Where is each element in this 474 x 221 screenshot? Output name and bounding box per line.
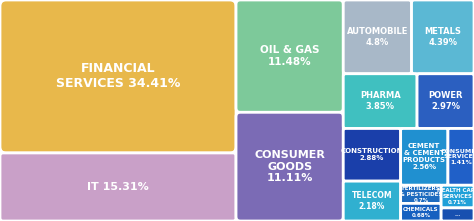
FancyBboxPatch shape xyxy=(0,0,236,153)
Text: HEALTH CARE
SERVICES
0.71%: HEALTH CARE SERVICES 0.71% xyxy=(437,188,474,205)
Text: FERTILIZERS
& PESTICIDES
0.7%: FERTILIZERS & PESTICIDES 0.7% xyxy=(400,186,442,203)
Text: CONSUMER
GOODS
11.11%: CONSUMER GOODS 11.11% xyxy=(254,150,325,183)
FancyBboxPatch shape xyxy=(448,128,474,185)
Text: POWER
2.97%: POWER 2.97% xyxy=(428,91,463,111)
Text: PHARMA
3.85%: PHARMA 3.85% xyxy=(360,91,401,111)
Text: CONSTRUCTION
2.88%: CONSTRUCTION 2.88% xyxy=(341,148,403,161)
FancyBboxPatch shape xyxy=(236,0,343,112)
Text: CONSUMER
SERVICES
1.41%: CONSUMER SERVICES 1.41% xyxy=(441,149,474,165)
Text: FINANCIAL
SERVICES 34.41%: FINANCIAL SERVICES 34.41% xyxy=(56,63,180,90)
FancyBboxPatch shape xyxy=(343,181,401,221)
FancyBboxPatch shape xyxy=(401,185,441,203)
Text: METALS
4.39%: METALS 4.39% xyxy=(424,27,461,47)
Text: OIL & GAS
11.48%: OIL & GAS 11.48% xyxy=(260,45,319,67)
FancyBboxPatch shape xyxy=(343,128,401,181)
FancyBboxPatch shape xyxy=(343,0,411,74)
Text: IT 15.31%: IT 15.31% xyxy=(87,182,149,192)
FancyBboxPatch shape xyxy=(236,112,343,221)
Text: AUTOMOBILE
4.8%: AUTOMOBILE 4.8% xyxy=(346,27,408,47)
Text: CHEMICALS
0.68%: CHEMICALS 0.68% xyxy=(403,207,439,218)
FancyBboxPatch shape xyxy=(441,185,474,208)
FancyBboxPatch shape xyxy=(401,203,441,221)
FancyBboxPatch shape xyxy=(411,0,474,74)
FancyBboxPatch shape xyxy=(0,153,236,221)
Text: CEMENT
& CEMENT
PRODUCTS
2.56%: CEMENT & CEMENT PRODUCTS 2.56% xyxy=(403,143,446,170)
FancyBboxPatch shape xyxy=(441,208,474,221)
FancyBboxPatch shape xyxy=(401,128,448,185)
Text: ...: ... xyxy=(455,212,461,217)
Text: TELECOM
2.18%: TELECOM 2.18% xyxy=(352,191,392,211)
FancyBboxPatch shape xyxy=(343,74,417,128)
FancyBboxPatch shape xyxy=(417,74,474,128)
